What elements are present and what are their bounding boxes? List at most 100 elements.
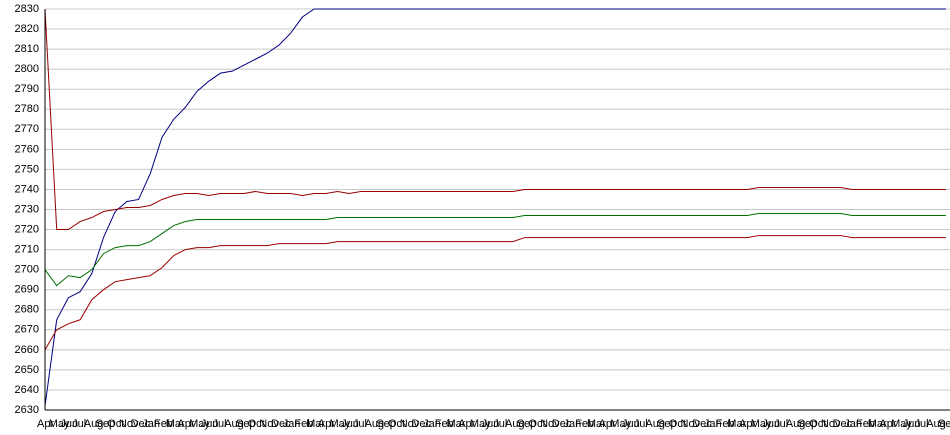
x-tick-label: Dec — [411, 418, 431, 430]
x-tick-label: Sep — [657, 418, 677, 430]
x-tick-label: Sep — [938, 418, 950, 430]
x-tick-label: Jul — [634, 418, 648, 430]
x-tick-label: Dec — [833, 418, 853, 430]
x-tick-label: Oct — [388, 418, 405, 430]
y-tick-label: 2660 — [15, 344, 39, 356]
x-tick-label: Jun — [60, 418, 78, 430]
y-tick-label: 2640 — [15, 384, 39, 396]
x-tick-label: Jun — [903, 418, 921, 430]
y-tick-label: 2810 — [15, 43, 39, 55]
y-tick-label: 2800 — [15, 63, 39, 75]
x-tick-label: Aug — [786, 418, 806, 430]
x-tick-label: Jan — [142, 418, 160, 430]
x-tick-label: Jan — [844, 418, 862, 430]
y-tick-label: 2690 — [15, 284, 39, 296]
x-tick-label: Sep — [798, 418, 818, 430]
x-tick-label: Sep — [517, 418, 537, 430]
x-tick-label: Jun — [482, 418, 500, 430]
x-tick-label: Apr — [879, 418, 896, 430]
x-tick-label: Jul — [353, 418, 367, 430]
x-tick-label: Jun — [201, 418, 219, 430]
x-tick-label: Aug — [224, 418, 244, 430]
y-tick-label: 2730 — [15, 203, 39, 215]
x-tick-label: Sep — [96, 418, 116, 430]
x-tick-label: Nov — [259, 418, 279, 430]
x-tick-label: Feb — [856, 418, 875, 430]
y-tick-label: 2630 — [15, 404, 39, 416]
y-tick-label: 2760 — [15, 143, 39, 155]
y-tick-label: 2740 — [15, 183, 39, 195]
x-tick-label: Oct — [809, 418, 826, 430]
x-tick-label: May — [891, 418, 912, 430]
x-tick-label: Jun — [341, 418, 359, 430]
x-tick-label: Feb — [435, 418, 454, 430]
y-tick-label: 2830 — [15, 3, 39, 15]
x-tick-label: Jan — [283, 418, 301, 430]
x-tick-label: May — [470, 418, 491, 430]
x-tick-label: Mar — [587, 418, 606, 430]
y-tick-label: 2650 — [15, 364, 39, 376]
x-tick-label: Feb — [294, 418, 313, 430]
x-tick-label: Sep — [236, 418, 256, 430]
x-tick-label: Jul — [493, 418, 507, 430]
x-tick-label: Apr — [177, 418, 194, 430]
y-tick-label: 2820 — [15, 23, 39, 35]
x-tick-label: Jul — [72, 418, 86, 430]
x-tick-label: Mar — [868, 418, 887, 430]
y-tick-label: 2700 — [15, 264, 39, 276]
x-tick-label: Jun — [762, 418, 780, 430]
x-tick-label: Aug — [926, 418, 946, 430]
x-tick-label: Feb — [154, 418, 173, 430]
x-tick-label: Dec — [692, 418, 712, 430]
x-tick-label: Sep — [376, 418, 396, 430]
x-tick-label: Mar — [166, 418, 185, 430]
x-tick-label: Feb — [575, 418, 594, 430]
x-tick-label: May — [49, 418, 70, 430]
x-tick-label: Aug — [645, 418, 665, 430]
x-tick-label: May — [610, 418, 631, 430]
x-tick-label: Oct — [669, 418, 686, 430]
series-line — [44, 8, 946, 407]
y-tick-label: 2670 — [15, 324, 39, 336]
x-tick-label: Nov — [821, 418, 841, 430]
y-tick-label: 2770 — [15, 123, 39, 135]
lines — [44, 8, 946, 407]
x-tick-label: Jan — [423, 418, 441, 430]
x-tick-label: Feb — [716, 418, 735, 430]
y-tick-label: 2780 — [15, 103, 39, 115]
x-tick-label: Mar — [306, 418, 325, 430]
series-line — [44, 8, 946, 231]
x-tick-label: Mar — [727, 418, 746, 430]
x-tick-label: Apr — [739, 418, 756, 430]
grid — [45, 8, 950, 411]
x-tick-label: Oct — [107, 418, 124, 430]
y-tick-label: 2710 — [15, 244, 39, 256]
x-tick-label: May — [189, 418, 210, 430]
x-tick-label: Jan — [704, 418, 722, 430]
x-tick-label: Jun — [622, 418, 640, 430]
x-tick-label: Nov — [540, 418, 560, 430]
x-tick-label: Aug — [84, 418, 104, 430]
x-tick-label: Nov — [119, 418, 139, 430]
x-tick-label: Nov — [681, 418, 701, 430]
x-tick-label: May — [330, 418, 351, 430]
x-tick-label: Jul — [774, 418, 788, 430]
x-tick-label: Oct — [248, 418, 265, 430]
x-tick-label: Dec — [271, 418, 291, 430]
x-tick-label: Jan — [564, 418, 582, 430]
y-tick-label: 2750 — [15, 163, 39, 175]
y-tick-label: 2790 — [15, 83, 39, 95]
x-tick-label: Apr — [37, 418, 54, 430]
x-tick-label: Aug — [365, 418, 385, 430]
series-line — [44, 213, 946, 287]
x-tick-label: Mar — [447, 418, 466, 430]
x-tick-label: Apr — [599, 418, 616, 430]
x-tick-label: Apr — [318, 418, 335, 430]
x-tick-label: May — [751, 418, 772, 430]
x-tick-label: Nov — [400, 418, 420, 430]
series-line — [44, 235, 946, 351]
y-tick-label: 2720 — [15, 223, 39, 235]
x-tick-label: Jul — [213, 418, 227, 430]
